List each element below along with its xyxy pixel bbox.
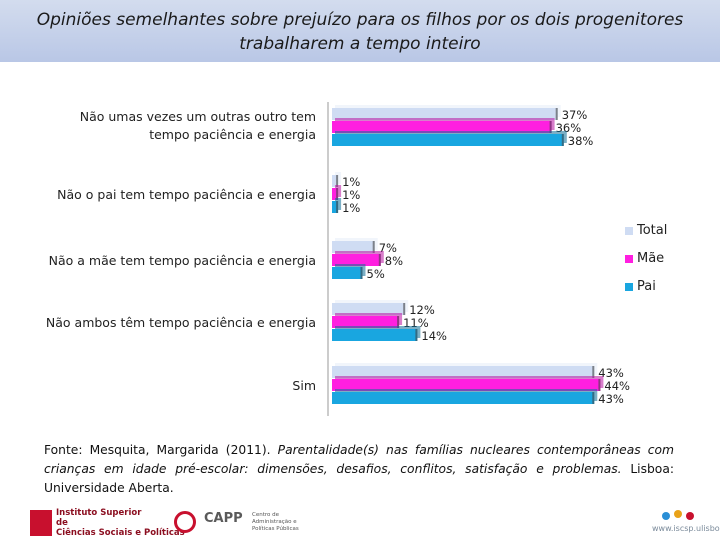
category-label: Não umas vezes um outras outro tem tempo …: [20, 108, 316, 144]
data-label: 5%: [367, 267, 385, 281]
data-label: 1%: [342, 175, 360, 189]
bar-total: [332, 303, 406, 315]
bar-pai: [332, 267, 363, 279]
bar-pai: [332, 329, 418, 341]
bar-end-cap: [592, 366, 595, 378]
chart-title: Opiniões semelhantes sobre prejuízo para…: [0, 8, 720, 56]
data-label: 43%: [598, 392, 624, 406]
category-label: Não a mãe tem tempo paciência e energia: [20, 252, 316, 270]
title-banner: [0, 0, 720, 62]
data-label: 38%: [568, 134, 594, 148]
category-label: Não ambos têm tempo paciência e energia: [20, 314, 316, 332]
source-title: Parentalidade(s) nas famílias nucleares …: [44, 443, 675, 476]
iscsp-line2: de: [56, 518, 68, 528]
bar-total: [332, 108, 558, 120]
bar-mãe: [332, 379, 601, 391]
category-label-line: Não ambos têm tempo paciência e energia: [45, 315, 316, 330]
bar-end-cap: [598, 379, 601, 391]
legend-label: Pai: [637, 279, 656, 294]
data-label: 1%: [342, 201, 360, 215]
category-label-line: Não umas vezes um outras outro tem: [79, 109, 316, 124]
data-label: 12%: [409, 303, 435, 317]
bar-total: [332, 241, 375, 253]
iscsp-line1: Instituto Superior: [56, 508, 142, 518]
legend-label: Mãe: [637, 251, 665, 266]
bar-pai: [332, 201, 339, 213]
category-label: Não o pai tem tempo paciência e energia: [20, 186, 316, 204]
capp-logo-name: CAPP: [204, 511, 243, 526]
bar-end-cap: [592, 392, 595, 404]
bar-end-cap: [360, 267, 363, 279]
bar-pai: [332, 134, 564, 146]
source-note: Fonte: Mesquita, Margarida (2011). Paren…: [44, 441, 674, 498]
bar-end-cap: [415, 329, 418, 341]
chart-title-line1: Opiniões semelhantes sobre prejuízo para…: [36, 10, 684, 30]
data-label: 44%: [604, 379, 630, 393]
data-label: 8%: [385, 254, 403, 268]
chart-title-line2: trabalharem a tempo inteiro: [239, 34, 481, 54]
bar-chart: 37%36%38%1%1%1%7%8%5%12%11%14%43%44%43%: [327, 102, 630, 416]
iscsp-logo-icon: [30, 510, 52, 536]
bar-end-cap: [561, 134, 564, 146]
bar-mãe: [332, 121, 552, 133]
bar-mãe: [332, 254, 381, 266]
bar-mãe: [332, 316, 400, 328]
legend-label: Total: [637, 223, 668, 238]
bar-pai: [332, 392, 595, 404]
data-label: 43%: [598, 366, 624, 380]
category-label-line: Sim: [292, 378, 316, 393]
capp-logo-icon: [174, 511, 196, 533]
iscsp-logo-text: Instituto Superior de Ciências Sociais e…: [56, 508, 185, 538]
bar-end-cap: [336, 201, 339, 213]
category-label-line: Não a mãe tem tempo paciência e energia: [48, 253, 316, 268]
website-url: www.iscsp.ulisboa.pt: [652, 524, 720, 533]
bar-end-cap: [555, 108, 558, 120]
category-label-line: Não o pai tem tempo paciência e energia: [57, 187, 316, 202]
legend-swatch: [625, 255, 633, 263]
legend-swatch: [625, 283, 633, 291]
source-prefix: Fonte: Mesquita, Margarida (2011).: [44, 443, 278, 457]
dot-icon: [686, 512, 694, 520]
bar-total: [332, 366, 595, 378]
bar-end-cap: [549, 121, 552, 133]
source-suffix: Lisboa: Universidade Aberta.: [44, 462, 674, 495]
legend-swatch: [625, 227, 633, 235]
bar-total: [332, 175, 339, 187]
data-label: 37%: [562, 108, 588, 122]
dot-icon: [662, 512, 670, 520]
bar-end-cap: [336, 188, 339, 200]
bar-end-cap: [372, 241, 375, 253]
bar-end-cap: [397, 316, 400, 328]
category-label: Sim: [20, 377, 316, 395]
bar-end-cap: [378, 254, 381, 266]
dot-icon: [674, 510, 682, 518]
bar-mãe: [332, 188, 339, 200]
category-label-line: tempo paciência e energia: [149, 127, 316, 142]
capp-logo-sub: Centro de Administração e Políticas Públ…: [252, 512, 299, 532]
bar-end-cap: [336, 175, 339, 187]
data-label: 14%: [421, 329, 447, 343]
bar-end-cap: [403, 303, 406, 315]
data-label: 1%: [342, 188, 360, 202]
iscsp-line3: Ciências Sociais e Políticas: [56, 528, 185, 538]
footer: Instituto Superior de Ciências Sociais e…: [0, 500, 720, 540]
